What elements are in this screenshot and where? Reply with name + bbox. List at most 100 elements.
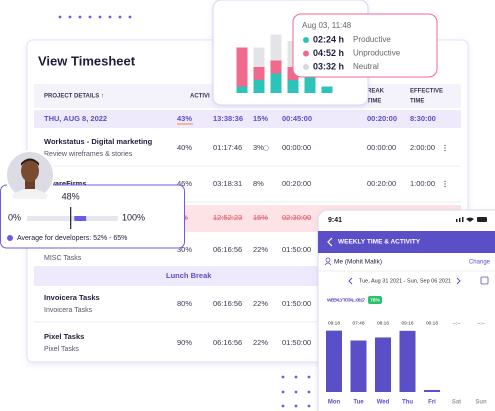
tooltip-time: Aug 03, 11:48 [302,21,352,30]
cell: 00:20:00 [367,179,396,188]
day-cell: 13:38:36 [213,114,243,123]
day-date: THU, AUG 8, 2022 [44,114,107,123]
column-header: TIME [410,99,424,105]
project-name: ftwareFirms [44,179,87,188]
cell: 00:00:00 [282,143,311,152]
day-label: Wed [377,400,390,406]
lunch-break: Lunch Break [166,271,212,280]
value-label: 09:16 [401,320,413,326]
cell: 1:00:00 [410,179,435,188]
cell: 01:50:00 [282,245,311,254]
day-cell: 00:45:00 [282,114,312,123]
menu-dot [444,185,446,188]
day-cell: 43% [177,114,192,123]
phone: 9:41 WEEKLY TIME & ACTIVITY Me (Mohit Mali… [317,209,495,411]
value-label: 08:16 [377,320,389,326]
note: Average for developers: 52% - 65% [17,235,127,242]
bar [399,330,416,392]
bar-segment [236,47,248,87]
average-range [74,216,87,221]
scale-label: 100% [122,212,145,222]
menu-dot [444,144,446,147]
value-label: 00:18 [426,320,438,326]
day-label: Tue [353,400,364,406]
value-label: 09:18 [328,320,340,326]
change-button[interactable]: Change [469,260,491,266]
cell: 30% [177,245,192,254]
column-header: EFFECTIVE [410,89,443,95]
day-cell: 8:30:00 [410,114,436,123]
column-header: REAK [367,89,385,95]
bar-segment [304,77,316,93]
value-label: --:-- [477,321,485,326]
bar-segment [253,80,265,93]
badge-text: 75% [370,297,380,303]
comparison-card: 48% 0% 100% Average for developers: 52% - 6… [0,150,185,249]
info-icon [263,145,269,151]
cell: 01:17:46 [213,143,242,152]
scale-label: 0% [8,212,21,222]
column-header: ACTIVI [190,94,210,100]
cell: 46% [177,179,192,188]
note-dot [7,235,13,241]
title: View Timesheet [38,53,136,68]
tooltip-value: 04:52 h [313,48,344,58]
bar-segment [236,86,248,93]
tooltip-label: Productive [353,35,391,44]
cell: 40% [177,143,192,152]
day-cell: 15% [253,114,268,123]
menu-dot [444,149,446,152]
cell: 03:18:31 [213,179,242,188]
task-name: Invoicera Tasks [44,307,93,314]
cell: 01:50:00 [282,338,311,347]
tooltip-value: 03:32 h [313,61,344,71]
tooltip: Aug 03, 11:48 02:24 h Productive 04:52 h Unp… [292,13,438,78]
cell: 00:20:00 [282,179,311,188]
tooltip-label: Neutral [353,62,379,71]
task-name: Pixel Tasks [44,346,79,353]
bar-segment [253,47,265,67]
bar-segment [270,73,282,93]
user: Me (Mohit Malik) [334,259,382,266]
menu-dot [444,180,446,183]
cell: 22% [253,245,268,254]
project-name: Pixel Tasks [44,332,84,341]
bar-segment [287,80,299,93]
cell: 3% [253,143,264,152]
bar-segment [321,86,333,93]
tooltip-value: 02:24 h [313,34,344,44]
bar [326,330,342,392]
column-header: TIME [367,99,381,105]
column-header: PROJECT DETAILS ↑ [44,94,104,100]
bar [424,390,440,392]
cell: 06:16:56 [213,338,242,347]
badge [368,296,382,304]
menu-dot [444,183,446,185]
bar [350,340,367,392]
day-label: Thu [402,400,413,406]
cell: 80% [177,299,192,308]
decoration [58,15,311,408]
value-label: --:-- [453,321,461,326]
menu-dot [444,147,446,149]
bar [375,337,391,392]
project-name: Invoicera Tasks [44,293,100,302]
bar-segment [287,67,299,80]
cell: 15% [253,213,268,222]
day-label: Sat [452,400,461,406]
cell: 06:16:56 [213,245,242,254]
header: WEEKLY TIME & ACTIVITY [338,239,421,246]
cell: 00:00:00 [367,143,396,152]
score-label: 48% [62,191,80,201]
day-label: Fri [428,400,436,406]
cell: 2:00:00 [410,143,435,152]
bar-segment [270,34,282,61]
weekly-total: WEEKLY TOTAL : 08:17 [327,297,365,303]
legend-dot [303,64,309,70]
cell: 22% [253,338,268,347]
track [27,216,118,221]
task-name: Review wireframes & stories [44,151,133,158]
legend-dot [303,50,309,57]
cell: 90% [177,338,192,347]
